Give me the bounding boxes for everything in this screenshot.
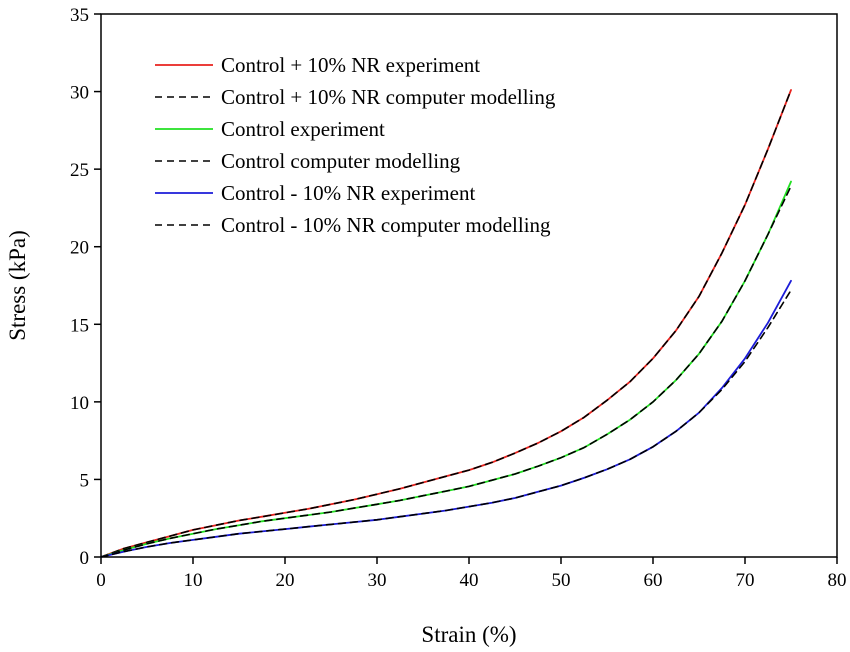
y-tick-label: 25 <box>70 160 89 181</box>
y-tick-label: 0 <box>80 548 90 569</box>
legend-label-2: Control experiment <box>221 117 385 141</box>
legend-label-3: Control computer modelling <box>221 149 461 173</box>
y-tick-label: 30 <box>70 83 89 104</box>
y-axis-label: Stress (kPa) <box>5 230 30 341</box>
x-tick-label: 30 <box>368 570 387 591</box>
x-tick-label: 80 <box>828 570 847 591</box>
series-lines <box>100 89 792 558</box>
x-tick-label: 70 <box>736 570 755 591</box>
series-line-3 <box>100 185 792 558</box>
x-tick-label: 40 <box>460 570 479 591</box>
series-line-2 <box>100 180 792 558</box>
series-line-4 <box>100 279 792 558</box>
series-line-5 <box>100 289 792 558</box>
x-tick-label: 50 <box>552 570 571 591</box>
legend-label-4: Control - 10% NR experiment <box>221 181 475 205</box>
series-line-1 <box>100 89 792 558</box>
legend: Control + 10% NR experiment Control + 10%… <box>155 53 556 237</box>
legend-label-1: Control + 10% NR computer modelling <box>221 85 556 109</box>
x-tick-label: 20 <box>276 570 295 591</box>
y-tick-label: 15 <box>70 315 89 336</box>
y-tick-label: 20 <box>70 238 89 259</box>
axis-ticks: 0 10 20 30 40 50 60 70 80 0 5 10 15 20 25 30 35 <box>70 5 847 591</box>
plot-area-frame <box>100 13 838 558</box>
y-tick-label: 5 <box>80 470 90 491</box>
y-tick-label: 35 <box>70 5 89 26</box>
x-tick-label: 10 <box>184 570 203 591</box>
x-tick-label: 0 <box>96 570 106 591</box>
x-axis-label: Strain (%) <box>421 622 516 647</box>
y-tick-label: 10 <box>70 393 89 414</box>
legend-label-0: Control + 10% NR experiment <box>221 53 480 77</box>
x-tick-label: 60 <box>644 570 663 591</box>
legend-label-5: Control - 10% NR computer modelling <box>221 213 551 237</box>
